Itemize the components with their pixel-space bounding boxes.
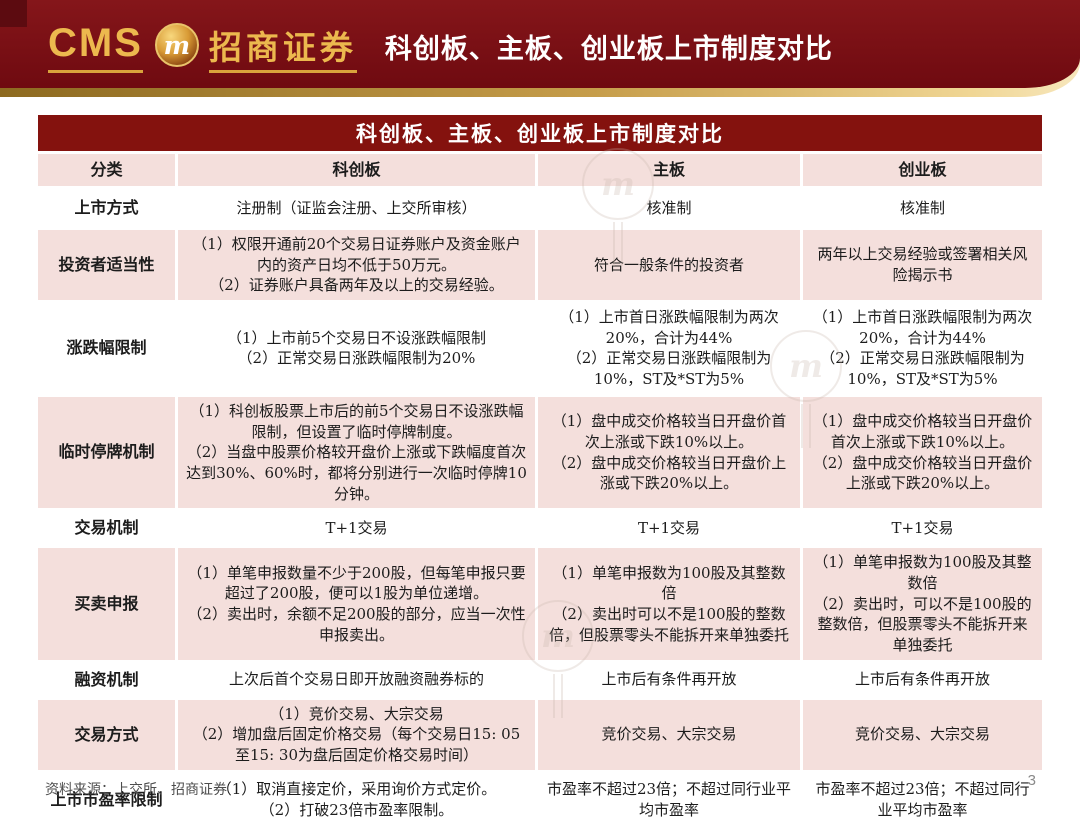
slide-title: 科创板、主板、创业板上市制度对比: [384, 34, 833, 64]
table-cell: 竞价交易、大宗交易: [538, 699, 800, 770]
cms-logo-text: CMS: [48, 23, 143, 73]
table-row: 交易机制 T+1交易 T+1交易 T+1交易: [38, 511, 1042, 546]
table-cell: 市盈率不超过23倍；不超过同行业平均市盈率: [538, 772, 800, 827]
row-category: 交易方式: [38, 699, 175, 770]
row-category: 临时停牌机制: [38, 396, 175, 509]
table-row: 买卖申报 （1）单笔申报数量不少于200股，但每笔申报只要超过了200股，便可以…: [38, 548, 1042, 660]
row-category: 涨跌幅限制: [38, 303, 175, 394]
table-cell: （1）竞价交易、大宗交易 （2）增加盘后固定价格交易（每个交易日15: 05至1…: [178, 699, 535, 770]
column-header-main-board: 主板: [538, 154, 800, 186]
top-banner: CMS m 招商证券 科创板、主板、创业板上市制度对比: [0, 0, 1080, 88]
row-category: 投资者适当性: [38, 230, 175, 301]
column-header-star-market: 科创板: [178, 154, 535, 186]
table-title: 科创板、主板、创业板上市制度对比: [38, 115, 1042, 151]
table-cell: T+1交易: [803, 511, 1042, 546]
table-cell: 核准制: [538, 189, 800, 227]
comparison-table: 科创板、主板、创业板上市制度对比 分类 科创板 主板 创业板 上市方式 注册制（…: [38, 115, 1042, 827]
cms-m-icon: m: [154, 23, 199, 67]
table-cell: （1）盘中成交价格较当日开盘价首次上涨或下跌10%以上。 （2）盘中成交价格较当…: [538, 396, 800, 509]
table-row: 交易方式 （1）竞价交易、大宗交易 （2）增加盘后固定价格交易（每个交易日15:…: [38, 699, 1042, 770]
table-cell: （1）单笔申报数量不少于200股，但每笔申报只要超过了200股，便可以1股为单位…: [178, 548, 535, 660]
table-row: 涨跌幅限制 （1）上市前5个交易日不设涨跌幅限制 （2）正常交易日涨跌幅限制为2…: [38, 303, 1042, 394]
table-cell: （1）上市前5个交易日不设涨跌幅限制 （2）正常交易日涨跌幅限制为20%: [178, 303, 535, 394]
table-cell: （1）单笔申报数为100股及其整数倍 （2）卖出时，可以不是100股的整数倍，但…: [803, 548, 1042, 660]
table-cell: 两年以上交易经验或签署相关风险揭示书: [803, 230, 1042, 301]
table-row: 融资机制 上次后首个交易日即开放融资融券标的 上市后有条件再开放 上市后有条件再…: [38, 662, 1042, 697]
table-cell: 上次后首个交易日即开放融资融券标的: [178, 662, 535, 697]
table-cell: T+1交易: [538, 511, 800, 546]
table-row: 临时停牌机制 （1）科创板股票上市后的前5个交易日不设涨跌幅限制，但设置了临时停…: [38, 396, 1042, 509]
table-cell: （1）单笔申报数为100股及其整数倍 （2）卖出时可以不是100股的整数倍，但股…: [538, 548, 800, 660]
row-category: 交易机制: [38, 511, 175, 546]
brand-logo: CMS m 招商证券 科创板、主板、创业板上市制度对比: [48, 15, 833, 73]
table-cell: （1）取消直接定价，采用询价方式定价。 （2）打破23倍市盈率限制。: [178, 772, 535, 827]
table-header-row: 分类 科创板 主板 创业板: [38, 154, 1042, 186]
brand-name: 招商证券: [208, 31, 357, 73]
table-cell: 核准制: [803, 189, 1042, 227]
data-source-note: 资料来源：上交所、招商证券: [45, 782, 227, 798]
corner-decoration: [0, 0, 27, 27]
column-header-chinext: 创业板: [803, 154, 1042, 186]
table-cell: 上市后有条件再开放: [803, 662, 1042, 697]
table-cell: （1）盘中成交价格较当日开盘价首次上涨或下跌10%以上。 （2）盘中成交价格较当…: [803, 396, 1042, 509]
row-category: 买卖申报: [38, 548, 175, 660]
row-category: 融资机制: [38, 662, 175, 697]
page-number: 3: [1027, 772, 1036, 789]
table-cell: 竞价交易、大宗交易: [803, 699, 1042, 770]
table-row: 上市方式 注册制（证监会注册、上交所审核） 核准制 核准制: [38, 189, 1042, 227]
table-cell: 注册制（证监会注册、上交所审核）: [178, 189, 535, 227]
table-cell: T+1交易: [178, 511, 535, 546]
table-cell: （1）上市首日涨跌幅限制为两次20%，合计为44% （2）正常交易日涨跌幅限制为…: [538, 303, 800, 394]
row-category: 上市方式: [38, 189, 175, 227]
table-cell: 上市后有条件再开放: [538, 662, 800, 697]
table-row: 投资者适当性 （1）权限开通前20个交易日证券账户及资金账户内的资产日均不低于5…: [38, 230, 1042, 301]
table-cell: （1）上市首日涨跌幅限制为两次20%，合计为44% （2）正常交易日涨跌幅限制为…: [803, 303, 1042, 394]
table-cell: （1）科创板股票上市后的前5个交易日不设涨跌幅限制，但设置了临时停牌制度。 （2…: [178, 396, 535, 509]
banner-gold-band: CMS m 招商证券 科创板、主板、创业板上市制度对比: [0, 0, 1080, 97]
column-header-category: 分类: [38, 154, 175, 186]
table-cell: 市盈率不超过23倍；不超过同行业平均市盈率: [803, 772, 1042, 827]
table-cell: （1）权限开通前20个交易日证券账户及资金账户内的资产日均不低于50万元。 （2…: [178, 230, 535, 301]
table-cell: 符合一般条件的投资者: [538, 230, 800, 301]
